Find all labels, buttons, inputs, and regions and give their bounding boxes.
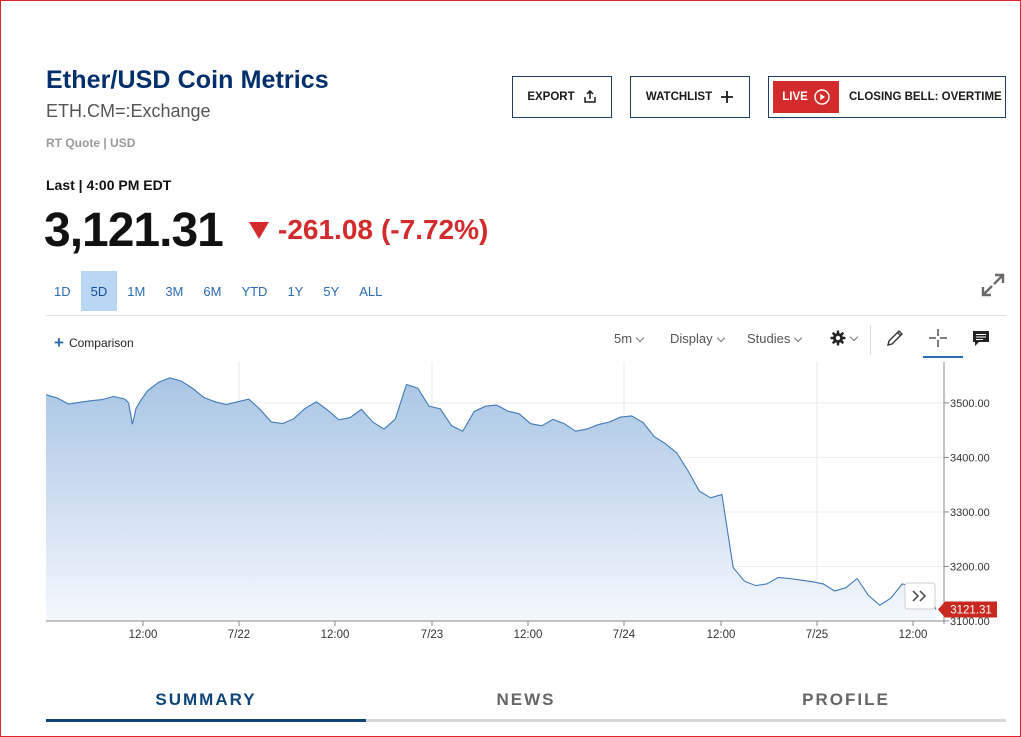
interval-dropdown[interactable]: 5m bbox=[614, 331, 645, 346]
comparison-label: Comparison bbox=[68, 335, 134, 350]
share-icon bbox=[583, 90, 597, 104]
x-tick-label: 12:00 bbox=[514, 629, 543, 641]
range-5y[interactable]: 5Y bbox=[323, 283, 340, 299]
comment-icon[interactable] bbox=[970, 326, 992, 350]
page-title: Ether/USD Coin Metrics bbox=[46, 66, 329, 94]
export-button[interactable]: EXPORT bbox=[512, 76, 612, 118]
price-line bbox=[45, 377, 937, 610]
live-stream-button[interactable]: LIVE CLOSING BELL: OVERTIME bbox=[768, 76, 1006, 118]
range-6m[interactable]: 6M bbox=[203, 283, 222, 299]
settings-dropdown[interactable] bbox=[830, 330, 859, 346]
y-tick-label: 3500.00 bbox=[950, 398, 990, 410]
display-label: Display bbox=[670, 331, 713, 346]
display-dropdown[interactable]: Display bbox=[670, 331, 725, 346]
x-tick-label: 12:00 bbox=[899, 629, 928, 641]
plus-icon bbox=[720, 90, 734, 104]
play-icon bbox=[814, 89, 830, 105]
expand-icon[interactable] bbox=[980, 272, 1006, 298]
last-time-label: Last | 4:00 PM EDT bbox=[46, 177, 172, 193]
tab-news[interactable]: NEWS bbox=[366, 680, 686, 722]
crosshair-icon[interactable] bbox=[927, 326, 949, 350]
y-tick-label: 3100.00 bbox=[950, 616, 990, 628]
range-all[interactable]: ALL bbox=[359, 283, 383, 299]
y-tick-label: 3300.00 bbox=[950, 507, 990, 519]
x-tick-label: 7/23 bbox=[421, 629, 443, 641]
x-tick-label: 7/22 bbox=[228, 629, 250, 641]
y-tick-label: 3200.00 bbox=[950, 561, 990, 573]
range-ytd[interactable]: YTD bbox=[241, 283, 268, 299]
price-change: -261.08 (-7.72%) bbox=[248, 214, 488, 246]
studies-label: Studies bbox=[747, 331, 791, 346]
watchlist-button[interactable]: WATCHLIST bbox=[630, 76, 750, 118]
range-5d[interactable]: 5D bbox=[80, 271, 118, 311]
watchlist-label: WATCHLIST bbox=[645, 91, 713, 103]
pencil-icon[interactable] bbox=[884, 326, 906, 350]
toolbar-divider bbox=[46, 315, 1006, 316]
last-value-tag bbox=[938, 601, 997, 618]
range-3m[interactable]: 3M bbox=[165, 283, 184, 299]
x-tick-label: 12:00 bbox=[707, 629, 736, 641]
interval-label: 5m bbox=[614, 331, 633, 346]
down-triangle-icon bbox=[248, 220, 270, 240]
crosshair-active-indicator bbox=[923, 356, 963, 358]
plus-icon: + bbox=[54, 333, 64, 352]
range-selector: 1D 5D 1M 3M 6M YTD 1Y 5Y ALL bbox=[44, 271, 392, 311]
live-show-label: CLOSING BELL: OVERTIME bbox=[849, 91, 1002, 103]
x-tick-label: 7/24 bbox=[613, 629, 636, 641]
range-1m[interactable]: 1M bbox=[127, 283, 146, 299]
range-1y[interactable]: 1Y bbox=[287, 283, 304, 299]
last-price: 3,121.31 bbox=[44, 204, 224, 257]
change-value: -261.08 bbox=[278, 214, 373, 245]
gear-icon bbox=[830, 330, 846, 346]
live-label: LIVE bbox=[782, 91, 808, 103]
export-label: EXPORT bbox=[527, 91, 575, 103]
bottom-tabs: SUMMARY NEWS PROFILE bbox=[46, 680, 1006, 722]
last-value-label: 3121.31 bbox=[950, 605, 992, 617]
range-1d[interactable]: 1D bbox=[54, 283, 71, 299]
tab-summary[interactable]: SUMMARY bbox=[46, 680, 366, 722]
comparison-button[interactable]: + Comparison bbox=[54, 334, 134, 351]
y-tick-label: 3400.00 bbox=[950, 452, 990, 464]
live-badge: LIVE bbox=[773, 81, 839, 113]
quote-info: RT Quote | USD bbox=[46, 136, 136, 150]
scroll-latest-button[interactable] bbox=[904, 582, 936, 610]
change-percent: (-7.72%) bbox=[380, 214, 489, 245]
symbol-label: ETH.CM=:Exchange bbox=[46, 101, 211, 121]
toolbar-separator bbox=[870, 325, 871, 355]
x-tick-label: 12:00 bbox=[129, 629, 158, 641]
x-tick-label: 7/25 bbox=[806, 629, 828, 641]
price-area bbox=[46, 377, 936, 621]
studies-dropdown[interactable]: Studies bbox=[747, 331, 803, 346]
double-chevron-right-icon bbox=[912, 590, 927, 602]
price-chart[interactable]: 3500.00 3400.00 3300.00 3200.00 3100.00 12:00… bbox=[0, 0, 1021, 660]
x-tick-label: 12:00 bbox=[321, 629, 350, 641]
tab-profile[interactable]: PROFILE bbox=[686, 680, 1006, 722]
